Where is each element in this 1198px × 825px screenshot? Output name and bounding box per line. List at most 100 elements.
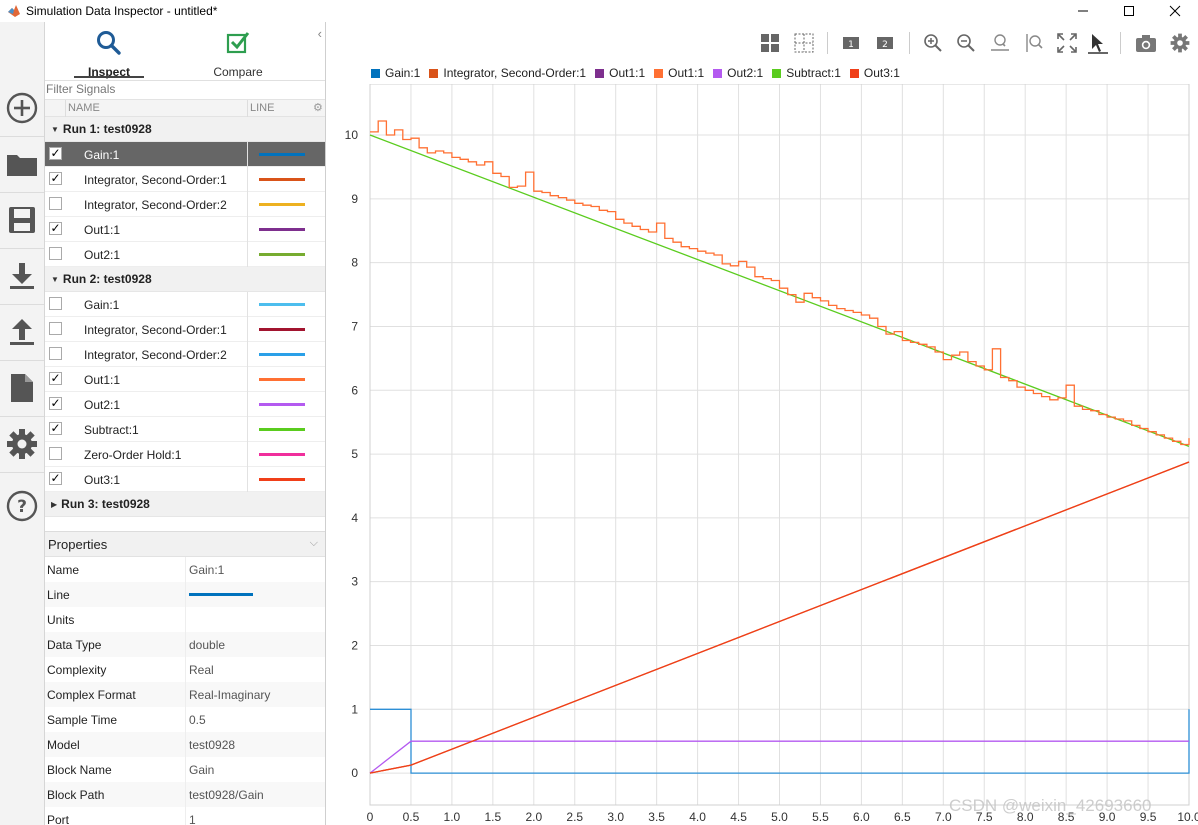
export-button[interactable] — [0, 304, 44, 360]
property-value[interactable]: test0928/Gain — [189, 788, 264, 802]
line-style-swatch[interactable] — [259, 303, 305, 306]
legend-item[interactable]: Gain:1 — [371, 66, 420, 80]
property-value[interactable]: Real — [189, 663, 214, 677]
legend-item[interactable]: Out2:1 — [713, 66, 763, 80]
signal-row[interactable]: ✓ Out1:1 — [45, 217, 325, 242]
preferences-button[interactable] — [0, 416, 44, 472]
signal-checkbox[interactable] — [49, 447, 62, 460]
line-style-swatch[interactable] — [259, 153, 305, 156]
run-header[interactable]: ▼ Run 1: test0928 — [45, 117, 325, 142]
legend-item[interactable]: Subtract:1 — [772, 66, 841, 80]
tab-compare[interactable]: Compare — [203, 26, 273, 80]
subplot-grid-button[interactable] — [791, 30, 817, 56]
report-button[interactable] — [0, 360, 44, 416]
property-value[interactable]: test0928 — [189, 738, 236, 752]
signal-checkbox[interactable]: ✓ — [49, 471, 62, 485]
caret-down-icon[interactable]: ▼ — [51, 124, 59, 134]
open-button[interactable] — [0, 136, 44, 192]
signal-row[interactable]: ✓ Gain:1 — [45, 142, 325, 167]
signal-row[interactable]: Integrator, Second-Order:1 — [45, 317, 325, 342]
legend-item[interactable]: Out1:1 — [654, 66, 704, 80]
import-button[interactable] — [0, 248, 44, 304]
zoom-y-button[interactable] — [1021, 30, 1047, 56]
zoom-out-button[interactable] — [953, 30, 979, 56]
property-value[interactable]: Gain — [189, 763, 215, 777]
line-style-swatch[interactable] — [259, 328, 305, 331]
line-style-swatch[interactable] — [259, 453, 305, 456]
cursor-icon — [1088, 34, 1108, 54]
signal-row[interactable]: ✓ Out3:1 — [45, 467, 325, 492]
signal-checkbox[interactable]: ✓ — [49, 421, 62, 435]
signal-checkbox[interactable] — [49, 322, 62, 335]
properties-header[interactable]: Properties ⌵ — [45, 531, 325, 557]
line-style-swatch[interactable] — [259, 378, 305, 381]
fit-to-view-button[interactable] — [1054, 30, 1080, 56]
signal-row[interactable]: ✓ Out2:1 — [45, 392, 325, 417]
legend-item[interactable]: Out1:1 — [595, 66, 645, 80]
minimize-button[interactable] — [1060, 0, 1106, 22]
save-button[interactable] — [0, 192, 44, 248]
legend-label: Out1:1 — [668, 66, 705, 80]
line-style-swatch[interactable] — [259, 428, 305, 431]
signal-row[interactable]: Zero-Order Hold:1 — [45, 442, 325, 467]
tab-inspect[interactable]: Inspect — [74, 26, 144, 80]
signal-plot[interactable]: 0 0.5 1.0 1.5 2.0 2.5 3.0 3.5 4.0 4.5 5.0 5.5 6.0 6.5… — [327, 84, 1198, 825]
signal-checkbox[interactable]: ✓ — [49, 221, 62, 235]
filter-signals-input[interactable]: Filter Signals — [46, 82, 116, 96]
cursor-button[interactable] — [1085, 30, 1111, 56]
property-line-swatch[interactable] — [189, 593, 253, 596]
column-name-header[interactable]: NAME — [68, 102, 100, 114]
legend-item[interactable]: Out3:1 — [849, 66, 900, 80]
new-session-button[interactable] — [0, 80, 44, 136]
signal-checkbox[interactable] — [49, 197, 62, 210]
subplot-1-button[interactable]: 1 — [838, 30, 864, 56]
line-style-swatch[interactable] — [259, 403, 305, 406]
help-button[interactable]: ? — [0, 478, 44, 534]
signal-checkbox[interactable] — [49, 347, 62, 360]
property-value[interactable]: 1 — [189, 813, 196, 825]
property-value[interactable]: 0.5 — [189, 713, 206, 727]
property-value[interactable]: Real-Imaginary — [189, 688, 271, 702]
line-style-swatch[interactable] — [259, 353, 305, 356]
signal-row[interactable]: ✓ Integrator, Second-Order:1 — [45, 167, 325, 192]
signal-checkbox[interactable] — [49, 247, 62, 260]
collapse-panel-icon[interactable]: ‹ — [317, 26, 322, 41]
line-style-swatch[interactable] — [259, 203, 305, 206]
signal-checkbox[interactable]: ✓ — [49, 396, 62, 410]
close-button[interactable] — [1152, 0, 1198, 22]
signal-row[interactable]: Gain:1 — [45, 292, 325, 317]
signal-checkbox[interactable]: ✓ — [49, 146, 62, 160]
zoom-x-button[interactable] — [987, 30, 1013, 56]
run-header[interactable]: ▼ Run 2: test0928 — [45, 267, 325, 292]
layout-grid-button[interactable] — [757, 30, 783, 56]
signal-row[interactable]: ✓ Out1:1 — [45, 367, 325, 392]
signal-row[interactable]: ✓ Subtract:1 — [45, 417, 325, 442]
signal-checkbox[interactable]: ✓ — [49, 171, 62, 185]
caret-right-icon[interactable]: ▶ — [51, 499, 58, 509]
line-style-swatch[interactable] — [259, 478, 305, 481]
tab-compare-label: Compare — [213, 65, 263, 79]
signal-row[interactable]: Integrator, Second-Order:2 — [45, 342, 325, 367]
subplot-1-icon: 1 — [843, 37, 859, 50]
line-style-swatch[interactable] — [259, 253, 305, 256]
caret-down-icon[interactable]: ▼ — [51, 274, 59, 284]
column-line-header[interactable]: LINE — [250, 102, 275, 114]
line-style-swatch[interactable] — [259, 178, 305, 181]
column-settings-icon[interactable]: ⚙ — [313, 102, 323, 114]
signal-checkbox[interactable] — [49, 297, 62, 310]
signal-checkbox[interactable]: ✓ — [49, 371, 62, 385]
snapshot-button[interactable] — [1133, 30, 1159, 56]
zoom-in-button[interactable] — [920, 30, 946, 56]
legend-item[interactable]: Integrator, Second-Order:1 — [429, 66, 586, 80]
property-value[interactable]: double — [189, 638, 226, 652]
property-value[interactable]: Gain:1 — [189, 563, 225, 577]
maximize-button[interactable] — [1106, 0, 1152, 22]
property-key: Sample Time — [47, 713, 118, 727]
plot-settings-button[interactable] — [1167, 30, 1193, 56]
signal-row[interactable]: Out2:1 — [45, 242, 325, 267]
signal-row[interactable]: Integrator, Second-Order:2 — [45, 192, 325, 217]
chevron-down-icon[interactable]: ⌵ — [309, 537, 318, 549]
subplot-2-button[interactable]: 2 — [872, 30, 898, 56]
run-header[interactable]: ▶ Run 3: test0928 — [45, 492, 325, 517]
line-style-swatch[interactable] — [259, 228, 305, 231]
